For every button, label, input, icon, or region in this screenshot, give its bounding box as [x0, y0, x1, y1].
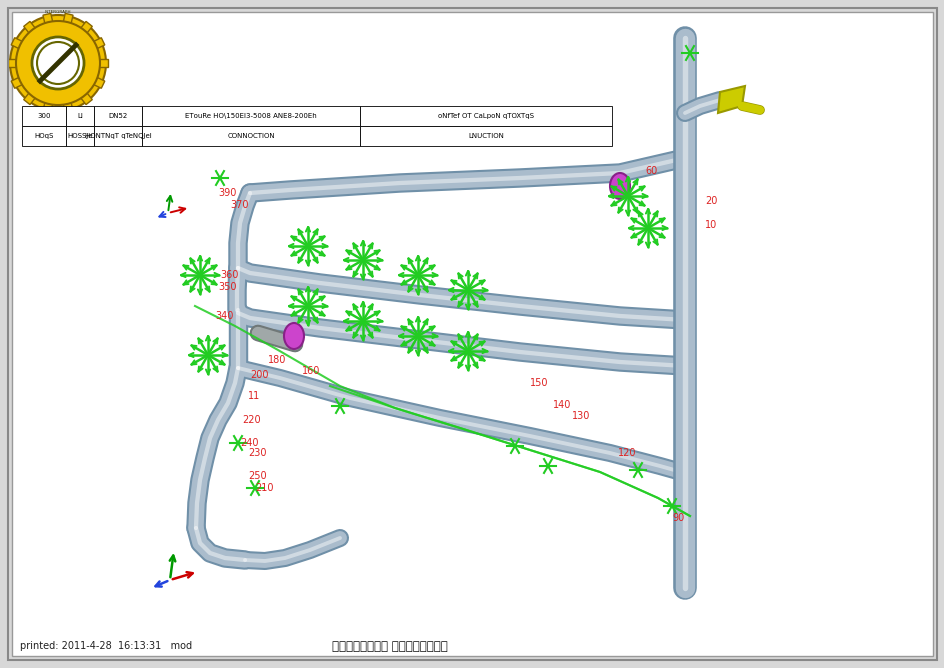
Text: 220: 220: [242, 415, 261, 425]
Bar: [63, 101, 73, 113]
Text: 150: 150: [530, 378, 548, 388]
Text: 370: 370: [229, 200, 248, 210]
Polygon shape: [717, 86, 744, 113]
Text: 390: 390: [218, 188, 236, 198]
Text: оNfTef ОT CaLpоN qTOXTqS: оNfTef ОT CaLpоN qTOXTqS: [437, 113, 533, 119]
Text: НONTNqT qTeNQJeI: НONTNqT qTeNQJeI: [85, 133, 151, 139]
Text: 120: 120: [617, 448, 636, 458]
Text: 11: 11: [247, 391, 260, 401]
Ellipse shape: [284, 323, 304, 349]
Bar: [66, 126, 93, 146]
Bar: [11, 37, 24, 49]
Text: 210: 210: [255, 483, 273, 493]
Bar: [22, 126, 66, 146]
Text: ETоuRe HO\150EI3-5008 ANE8-200Eh: ETоuRe HO\150EI3-5008 ANE8-200Eh: [185, 113, 316, 119]
Bar: [24, 21, 36, 34]
Bar: [360, 106, 612, 126]
Bar: [93, 106, 142, 126]
Bar: [98, 59, 108, 67]
Bar: [24, 92, 36, 105]
Text: 350: 350: [218, 282, 236, 292]
Text: printed: 2011-4-28  16:13:31   mod: printed: 2011-4-28 16:13:31 mod: [20, 641, 192, 651]
Text: 250: 250: [247, 471, 266, 481]
Text: НOSSJe: НOSSJe: [67, 133, 93, 139]
Bar: [142, 126, 360, 146]
Text: 10: 10: [704, 220, 716, 230]
Text: 180: 180: [268, 355, 286, 365]
Text: 160: 160: [302, 366, 320, 376]
Text: 130: 130: [571, 411, 590, 421]
Text: НOqS: НOqS: [34, 133, 54, 139]
Circle shape: [32, 37, 84, 89]
Bar: [22, 106, 66, 126]
Bar: [79, 92, 93, 105]
Bar: [93, 126, 142, 146]
Text: LNUCTION: LNUCTION: [467, 133, 503, 139]
Ellipse shape: [610, 173, 630, 199]
Circle shape: [10, 15, 106, 111]
Text: 90: 90: [671, 513, 683, 523]
Text: 20: 20: [704, 196, 716, 206]
Circle shape: [16, 21, 100, 105]
Bar: [79, 21, 93, 34]
Bar: [8, 59, 18, 67]
Text: CONNОCTION: CONNОCTION: [227, 133, 275, 139]
Text: 240: 240: [240, 438, 259, 448]
Bar: [11, 77, 24, 88]
Bar: [42, 101, 53, 113]
Text: CAESAR: CAESAR: [48, 113, 68, 118]
Bar: [63, 13, 73, 25]
Text: 200: 200: [250, 370, 268, 380]
Text: 60: 60: [645, 166, 657, 176]
Bar: [142, 106, 360, 126]
Text: 300: 300: [37, 113, 51, 119]
Text: 340: 340: [215, 311, 233, 321]
Bar: [42, 13, 53, 25]
Text: DN52: DN52: [109, 113, 127, 119]
Text: LI: LI: [77, 113, 83, 119]
Text: 二氧化碳管道分析 二氧化碳出口管道: 二氧化碳管道分析 二氧化碳出口管道: [331, 639, 447, 653]
Text: INTERGRAPH: INTERGRAPH: [44, 10, 71, 14]
Bar: [93, 37, 105, 49]
Bar: [360, 126, 612, 146]
Bar: [93, 77, 105, 88]
Text: 140: 140: [552, 400, 571, 410]
Bar: [66, 106, 93, 126]
Text: 230: 230: [247, 448, 266, 458]
Text: 360: 360: [220, 270, 238, 280]
